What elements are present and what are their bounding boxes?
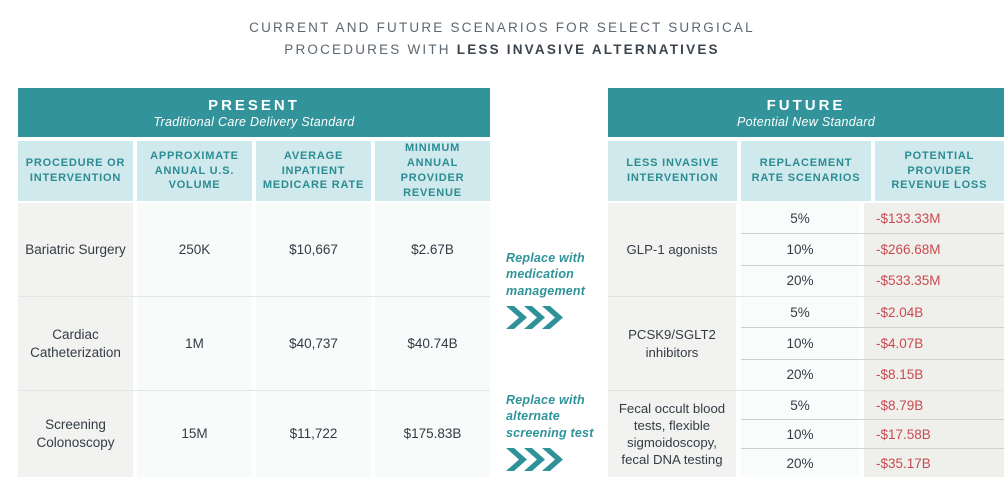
scenario-row: 5% -$133.33M [741,203,1004,234]
revenue-loss-cell: -$533.35M [864,265,1004,296]
revenue-loss-cell: -$35.17B [864,449,1004,477]
table-row-cardiac-catheterization: Cardiac Catheterization 1M $40,737 $40.7… [18,296,490,390]
present-table: PRESENT Traditional Care Delivery Standa… [18,88,490,477]
replacement-rate-cell: 10% [741,420,859,448]
page-title-line2-bold: LESS INVASIVE ALTERNATIVES [456,41,720,57]
column-header-medicare-rate: AVERAGE INPATIENT MEDICARE RATE [256,141,371,201]
replacement-rate-cell: 20% [741,449,859,477]
scenario-row: 10% -$17.58B [741,419,1004,448]
procedure-cell: Bariatric Surgery [18,203,133,296]
revenue-loss-cell: -$2.04B [864,297,1004,328]
table-group-fecal-testing: Fecal occult blood tests, flexible sigmo… [608,390,1004,477]
scenario-rows: 5% -$133.33M 10% -$266.68M 20% -$533.35M [741,203,1004,296]
table-row-screening-colonoscopy: Screening Colonoscopy 15M $11,722 $175.8… [18,390,490,477]
column-header-provider-revenue: MINIMUM ANNUAL PROVIDER REVENUE [375,141,490,201]
page-title-line2: PROCEDURES WITH LESS INVASIVE ALTERNATIVE… [0,39,1004,61]
volume-cell: 15M [137,391,252,477]
replacement-rate-cell: 5% [741,297,859,328]
table-row-bariatric-surgery: Bariatric Surgery 250K $10,667 $2.67B [18,203,490,296]
provider-revenue-cell: $175.83B [375,391,490,477]
scenario-row: 20% -$533.35M [741,264,1004,296]
triple-chevron-icon [506,447,563,471]
scenario-row: 10% -$266.68M [741,233,1004,265]
scenario-row: 5% -$2.04B [741,297,1004,328]
volume-cell: 1M [137,297,252,390]
medicare-rate-cell: $11,722 [256,391,371,477]
revenue-loss-cell: -$8.79B [864,391,1004,419]
connector-label: Replace with alternate screening test [506,393,594,440]
column-header-volume: APPROXIMATE ANNUAL U.S. VOLUME [137,141,252,201]
medicare-rate-cell: $40,737 [256,297,371,390]
future-band: FUTURE Potential New Standard [608,88,1004,137]
page-title-line2-regular: PROCEDURES WITH [284,41,451,57]
intervention-cell: GLP-1 agonists [608,203,736,296]
future-band-subtitle: Potential New Standard [737,114,875,129]
table-group-pcsk9-sglt2: PCSK9/SGLT2 inhibitors 5% -$2.04B 10% -$… [608,296,1004,390]
scenario-row: 5% -$8.79B [741,391,1004,419]
intervention-cell: Fecal occult blood tests, flexible sigmo… [608,391,736,477]
volume-cell: 250K [137,203,252,296]
procedure-cell: Cardiac Catheterization [18,297,133,390]
page-title: CURRENT AND FUTURE SCENARIOS FOR SELECT … [0,17,1004,60]
present-band-subtitle: Traditional Care Delivery Standard [153,114,355,129]
connector-label: Replace with medication management [506,251,586,298]
scenario-rows: 5% -$8.79B 10% -$17.58B 20% -$35.17B [741,391,1004,477]
future-table: FUTURE Potential New Standard LESS INVAS… [608,88,1004,477]
column-header-revenue-loss: POTENTIAL PROVIDER REVENUE LOSS [874,141,1004,201]
present-band: PRESENT Traditional Care Delivery Standa… [18,88,490,137]
scenario-row: 20% -$35.17B [741,448,1004,477]
revenue-loss-cell: -$4.07B [864,328,1004,359]
future-column-headers: LESS INVASIVE INTERVENTION REPLACEMENT R… [608,141,1004,201]
medicare-rate-cell: $10,667 [256,203,371,296]
replacement-rate-cell: 20% [741,359,859,390]
revenue-loss-cell: -$17.58B [864,420,1004,448]
procedure-cell: Screening Colonoscopy [18,391,133,477]
replacement-rate-cell: 20% [741,265,859,296]
column-header-less-invasive: LESS INVASIVE INTERVENTION [608,141,738,201]
present-table-body: Bariatric Surgery 250K $10,667 $2.67B Ca… [18,203,490,477]
replacement-rate-cell: 5% [741,391,859,419]
page-title-line1: CURRENT AND FUTURE SCENARIOS FOR SELECT … [249,20,755,35]
intervention-cell: PCSK9/SGLT2 inhibitors [608,297,736,390]
present-band-title: PRESENT [208,96,300,114]
scenario-row: 20% -$8.15B [741,358,1004,390]
present-column-headers: PROCEDURE OR INTERVENTION APPROXIMATE AN… [18,141,490,201]
revenue-loss-cell: -$133.33M [864,203,1004,234]
replacement-rate-cell: 10% [741,234,859,265]
scenario-row: 10% -$4.07B [741,327,1004,359]
column-header-replacement-rate: REPLACEMENT RATE SCENARIOS [741,141,871,201]
connector-alternate-screening: Replace with alternate screening test [506,392,610,471]
triple-chevron-icon [506,305,563,329]
provider-revenue-cell: $2.67B [375,203,490,296]
revenue-loss-cell: -$266.68M [864,234,1004,265]
table-group-glp1-agonists: GLP-1 agonists 5% -$133.33M 10% -$266.68… [608,203,1004,296]
scenario-rows: 5% -$2.04B 10% -$4.07B 20% -$8.15B [741,297,1004,390]
connector-medication-management: Replace with medication management [506,250,610,329]
replacement-rate-cell: 10% [741,328,859,359]
provider-revenue-cell: $40.74B [375,297,490,390]
column-header-procedure: PROCEDURE OR INTERVENTION [18,141,133,201]
replacement-rate-cell: 5% [741,203,859,234]
future-band-title: FUTURE [766,96,846,114]
revenue-loss-cell: -$8.15B [864,359,1004,390]
future-table-body: GLP-1 agonists 5% -$133.33M 10% -$266.68… [608,203,1004,477]
